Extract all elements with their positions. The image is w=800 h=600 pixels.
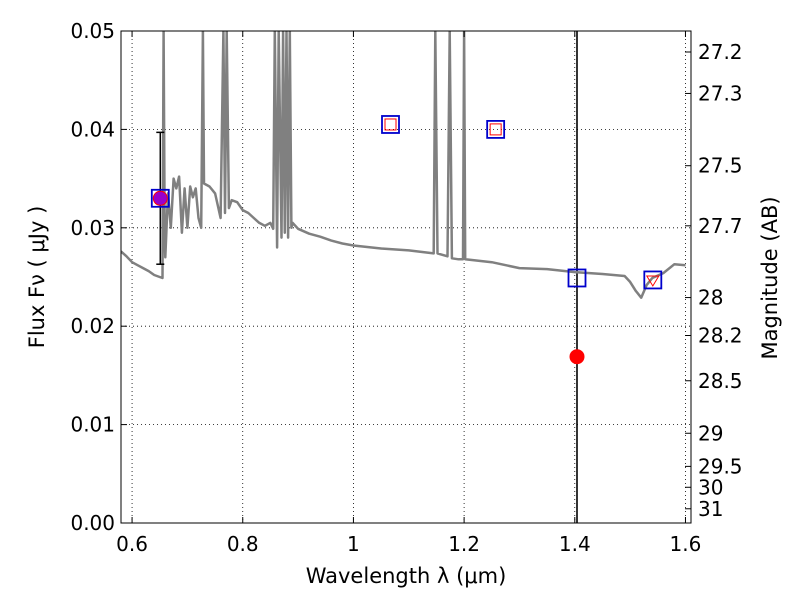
y-tick-label: 0.02 <box>70 314 115 338</box>
x-tick-label: 1.4 <box>559 532 591 556</box>
model-band-square <box>643 270 663 290</box>
band-marker-triangle <box>645 275 660 287</box>
series <box>121 31 686 523</box>
y-tick-label: 0.03 <box>70 216 115 240</box>
highlight-point <box>153 191 167 205</box>
y-tick-label: 0.01 <box>70 413 115 437</box>
model-band-square <box>150 188 170 208</box>
magnitude-tick-label: 30 <box>698 475 723 499</box>
x-tick-label: 1.6 <box>670 532 702 556</box>
y-tick-label: 0.00 <box>70 511 115 535</box>
ticks: 0.6 0.8 1 1.2 1.4 1.6 0.00 0.01 0.02 0.03 0.04 0.05… <box>70 19 742 556</box>
band-marker-box <box>489 123 502 136</box>
model-sed-line <box>121 31 686 299</box>
x-tick-label: 1.2 <box>448 532 480 556</box>
x-axis-label: Wavelength λ (μm) <box>306 564 507 588</box>
model-band-square <box>486 120 506 139</box>
magnitude-axis-label: Magnitude (AB) <box>758 196 782 359</box>
observed-point <box>569 349 585 365</box>
axes <box>120 30 692 524</box>
x-tick-label: 0.6 <box>116 532 148 556</box>
magnitude-tick-label: 29.5 <box>698 454 743 478</box>
magnitude-tick-label: 28.2 <box>698 323 743 347</box>
y-tick-label: 0.04 <box>70 117 115 141</box>
grid <box>121 30 691 524</box>
model-band-square <box>567 268 587 288</box>
band-marker-box <box>384 118 397 131</box>
magnitude-tick-label: 31 <box>698 497 723 521</box>
plot-frame <box>120 30 692 524</box>
magnitude-tick-label: 28.5 <box>698 369 743 393</box>
magnitude-tick-label: 27.3 <box>698 81 743 105</box>
magnitude-tick-label: 28 <box>698 286 723 310</box>
y-axis-label: Flux Fν ( μJy ) <box>25 206 49 349</box>
model-band-square <box>381 115 400 134</box>
magnitude-tick-label: 27.2 <box>698 40 743 64</box>
magnitude-tick-label: 29 <box>698 421 723 445</box>
x-tick-label: 1 <box>347 532 360 556</box>
magnitude-tick-label: 27.5 <box>698 154 743 178</box>
x-tick-label: 0.8 <box>227 532 259 556</box>
magnitude-tick-label: 27.7 <box>698 214 743 238</box>
y-tick-label: 0.05 <box>70 19 115 43</box>
